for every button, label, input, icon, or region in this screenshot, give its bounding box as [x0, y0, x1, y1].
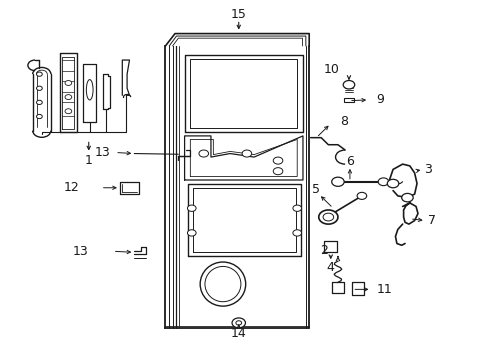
- Circle shape: [199, 150, 208, 157]
- Text: 7: 7: [427, 214, 435, 227]
- Circle shape: [386, 179, 398, 188]
- Text: 12: 12: [63, 181, 79, 194]
- Text: 4: 4: [326, 261, 334, 274]
- Text: 1: 1: [84, 154, 93, 167]
- Text: 13: 13: [73, 245, 89, 258]
- Circle shape: [37, 114, 42, 118]
- Circle shape: [65, 109, 72, 114]
- Text: 15: 15: [230, 8, 246, 21]
- Circle shape: [401, 193, 412, 202]
- Text: 8: 8: [340, 115, 347, 128]
- Text: 14: 14: [230, 327, 246, 340]
- Circle shape: [65, 81, 72, 85]
- Circle shape: [187, 230, 196, 236]
- Bar: [344, 98, 353, 102]
- Text: 9: 9: [376, 93, 384, 107]
- Circle shape: [187, 205, 196, 211]
- Circle shape: [232, 318, 245, 328]
- Text: 6: 6: [346, 155, 353, 168]
- Circle shape: [343, 81, 354, 89]
- Text: 11: 11: [376, 283, 391, 296]
- Text: 13: 13: [94, 146, 110, 159]
- Text: 5: 5: [312, 183, 320, 196]
- Circle shape: [235, 321, 241, 325]
- Circle shape: [65, 95, 72, 100]
- Circle shape: [37, 100, 42, 104]
- Circle shape: [292, 230, 301, 236]
- Circle shape: [273, 168, 282, 175]
- Text: 10: 10: [323, 63, 339, 76]
- Circle shape: [273, 157, 282, 164]
- Circle shape: [331, 177, 344, 186]
- Circle shape: [37, 86, 42, 90]
- Circle shape: [37, 72, 42, 76]
- Circle shape: [356, 192, 366, 199]
- Circle shape: [242, 150, 251, 157]
- Circle shape: [377, 178, 388, 186]
- Circle shape: [292, 205, 301, 211]
- Text: 2: 2: [320, 244, 327, 257]
- Text: 3: 3: [424, 163, 431, 176]
